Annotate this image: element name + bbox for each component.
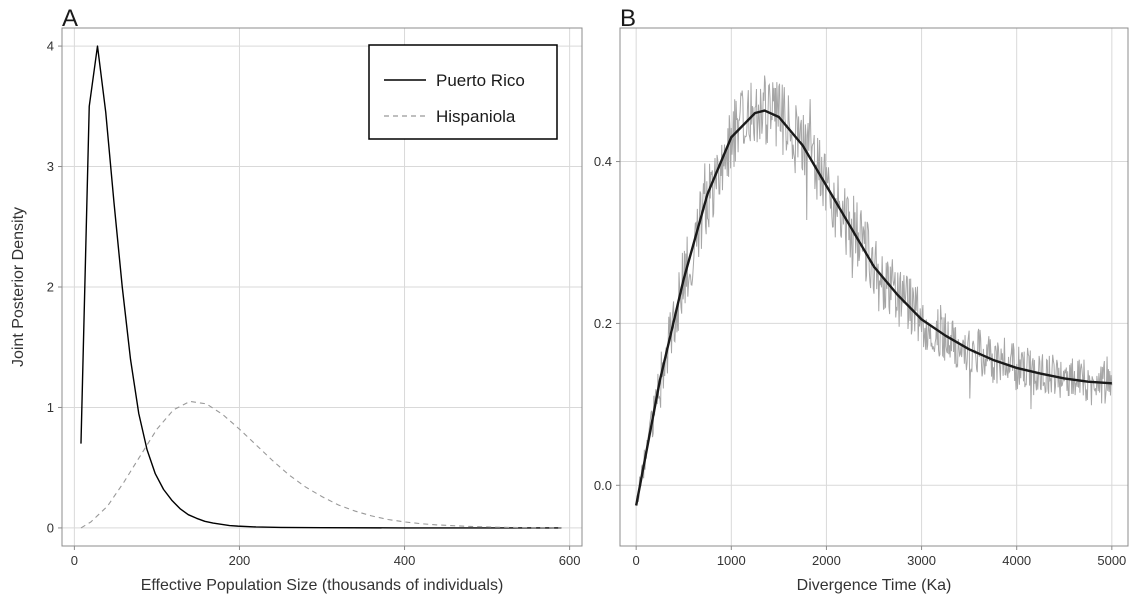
legend-box [368, 44, 558, 140]
panel-b-y-tick-label-0: 0.0 [594, 478, 612, 493]
panel-b-lines [634, 75, 1113, 506]
panel-b-x-tick-label-0: 0 [633, 553, 640, 568]
panel-a-ticks: 0 200 400 600 0 1 2 3 4 [47, 39, 581, 568]
panel-a-x-tick-label-3: 600 [559, 553, 581, 568]
panel-a-y-tick-label-4: 4 [47, 39, 54, 54]
panel-b-x-tick-label-3: 3000 [907, 553, 936, 568]
panel-a: A 0 200 400 600 0 1 2 3 4 Effective Population S… [10, 5, 583, 594]
panel-a-y-tick-label-0: 0 [47, 520, 54, 535]
panel-b-x-tick-label-1: 1000 [717, 553, 746, 568]
panel-a-series-puerto-rico-line [80, 45, 562, 529]
panel-a-label: A [62, 5, 78, 32]
panel-a-y-tick-label-3: 3 [47, 159, 54, 174]
panel-b-x-axis-label: Divergence Time (Ka) [797, 577, 952, 594]
panel-a-y-axis-label: Joint Posterior Density [10, 207, 27, 367]
panel-b-y-tick-label-2: 0.4 [594, 154, 612, 169]
panel-a-series-hispaniola-line [80, 400, 562, 529]
legend-label-hispaniola: Hispaniola [436, 107, 516, 126]
panel-a-y-tick-label-2: 2 [47, 280, 54, 295]
panel-b-ticks: 0 1000 2000 3000 4000 5000 0.0 0.2 0.4 [594, 154, 1126, 568]
panel-b-grid [620, 28, 1128, 546]
panel-b-x-tick-label-2: 2000 [812, 553, 841, 568]
panel-b-y-tick-label-1: 0.2 [594, 316, 612, 331]
panel-a-legend: Puerto Rico Hispaniola [368, 44, 558, 140]
panel-b-x-tick-label-5: 5000 [1097, 553, 1126, 568]
legend-label-puerto-rico: Puerto Rico [436, 71, 525, 90]
panel-b-x-tick-label-4: 4000 [1002, 553, 1031, 568]
panel-a-x-tick-label-1: 200 [229, 553, 251, 568]
panel-b-series-smooth-line [634, 109, 1112, 506]
panel-b-frame [619, 27, 1129, 547]
panel-a-x-tick-label-0: 0 [71, 553, 78, 568]
panel-b-label: B [620, 5, 636, 32]
panel-a-y-tick-label-1: 1 [47, 400, 54, 415]
panel-b: B 0 1000 2000 3000 4000 5000 0.0 0.2 0.4 Diverge… [594, 5, 1129, 594]
panel-a-lines [80, 45, 562, 529]
panel-a-x-tick-label-2: 400 [394, 553, 416, 568]
panel-a-x-axis-label: Effective Population Size (thousands of … [141, 577, 504, 594]
